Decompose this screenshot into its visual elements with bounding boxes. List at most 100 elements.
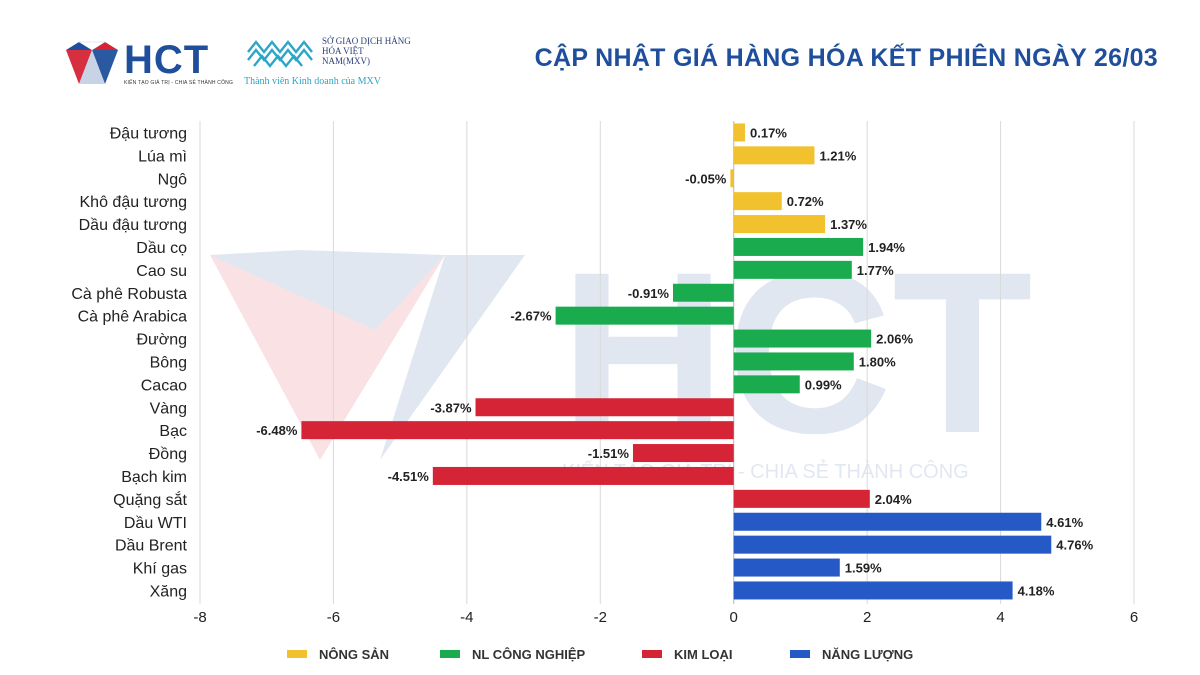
legend-item: KIM LOẠI bbox=[642, 644, 733, 664]
category-label: Quặng sắt bbox=[113, 490, 187, 509]
legend-label: NÔNG SẢN bbox=[319, 646, 390, 662]
value-label: 2.06% bbox=[876, 332, 913, 347]
category-label: Đồng bbox=[149, 446, 187, 463]
legend-label: KIM LOẠI bbox=[674, 646, 733, 662]
value-label: 2.04% bbox=[875, 492, 912, 507]
hct-logo-text: HCT bbox=[124, 38, 210, 82]
legend-swatch bbox=[440, 650, 460, 658]
bar-chart: HCT KIẾN TẠO GIÁ TRỊ - CHIA SẺ THÀNH CÔN… bbox=[71, 121, 1138, 626]
legend-swatch bbox=[287, 650, 307, 658]
page-title: CẬP NHẬT GIÁ HÀNG HÓA KẾT PHIÊN NGÀY 26/… bbox=[534, 44, 1158, 72]
category-label: Cà phê Robusta bbox=[71, 286, 187, 303]
value-label: 0.17% bbox=[750, 125, 787, 140]
legend-item: NL CÔNG NGHIỆP bbox=[440, 644, 585, 664]
category-label: Đường bbox=[136, 332, 187, 349]
x-tick-label: -2 bbox=[594, 609, 607, 626]
category-label: Dầu đậu tương bbox=[79, 217, 187, 234]
bar bbox=[733, 489, 870, 508]
bar bbox=[733, 260, 852, 279]
category-label: Khí gas bbox=[133, 561, 187, 578]
bar bbox=[730, 169, 734, 188]
category-label: Lúa mì bbox=[138, 148, 187, 165]
value-label: 0.72% bbox=[787, 194, 824, 209]
category-label: Ngô bbox=[158, 171, 187, 188]
category-label: Vàng bbox=[150, 400, 187, 417]
category-label: Dầu Brent bbox=[115, 538, 188, 555]
bar bbox=[733, 146, 815, 165]
legend-swatch bbox=[642, 650, 662, 658]
hct-logo-slogan: KIẾN TẠO GIÁ TRỊ - CHIA SẺ THÀNH CÔNG bbox=[124, 80, 234, 86]
category-label: Dầu cọ bbox=[136, 240, 187, 257]
value-label: -0.05% bbox=[685, 171, 727, 186]
bar bbox=[733, 329, 872, 348]
category-label: Cà phê Arabica bbox=[78, 309, 188, 326]
value-label: 1.21% bbox=[819, 148, 856, 163]
x-tick-label: -6 bbox=[327, 609, 340, 626]
value-label: -6.48% bbox=[256, 423, 298, 438]
x-axis-ticks: -8 -6 -4 -2 0 2 4 6 bbox=[193, 609, 1138, 626]
x-tick-label: -8 bbox=[193, 609, 206, 626]
watermark-diamond-top bbox=[210, 250, 445, 330]
bar bbox=[733, 237, 864, 256]
value-label: -3.87% bbox=[430, 400, 472, 415]
value-labels: 0.17% 1.21% -0.05% 0.72% 1.37%1.94% 1.77% -0.9… bbox=[256, 125, 1093, 598]
bar bbox=[555, 306, 734, 325]
bar bbox=[733, 558, 840, 577]
watermark-diamond-left bbox=[210, 255, 445, 460]
category-label: Đậu tương bbox=[110, 125, 187, 142]
category-label: Xăng bbox=[150, 583, 187, 600]
mxv-logo: SỞ GIAO DỊCH HÀNG HÓA VIỆT NAM(MXV) Thàn… bbox=[242, 34, 411, 90]
value-label: 4.76% bbox=[1056, 538, 1093, 553]
value-label: -0.91% bbox=[628, 286, 670, 301]
value-label: 4.18% bbox=[1018, 583, 1055, 598]
category-label: Bạch kim bbox=[121, 469, 187, 486]
watermark-diamond-right bbox=[380, 255, 525, 460]
x-tick-label: 0 bbox=[730, 609, 738, 626]
bar bbox=[632, 444, 734, 463]
x-tick-label: 4 bbox=[996, 609, 1004, 626]
value-label: 0.99% bbox=[805, 377, 842, 392]
value-label: 1.59% bbox=[845, 561, 882, 576]
bar bbox=[733, 123, 746, 142]
category-label: Cacao bbox=[141, 377, 187, 394]
x-tick-label: -4 bbox=[460, 609, 473, 626]
value-label: 1.37% bbox=[830, 217, 867, 232]
bar bbox=[733, 375, 800, 394]
x-tick-label: 6 bbox=[1130, 609, 1138, 626]
value-label: -2.67% bbox=[510, 309, 552, 324]
bar bbox=[673, 283, 734, 302]
bar bbox=[733, 581, 1013, 600]
x-tick-label: 2 bbox=[863, 609, 871, 626]
legend-item: NÔNG SẢN bbox=[287, 644, 389, 664]
value-label: 1.94% bbox=[868, 240, 905, 255]
bar bbox=[475, 398, 734, 417]
value-label: -4.51% bbox=[388, 469, 430, 484]
value-label: 1.77% bbox=[857, 263, 894, 278]
category-label: Cao su bbox=[136, 263, 187, 280]
legend-swatch bbox=[790, 650, 810, 658]
bar bbox=[733, 352, 854, 371]
legend-item: NĂNG LƯỢNG bbox=[790, 644, 913, 664]
bars bbox=[301, 123, 1052, 600]
hct-diamond-icon bbox=[66, 41, 118, 84]
legend-label: NL CÔNG NGHIỆP bbox=[472, 646, 586, 662]
bar bbox=[733, 535, 1052, 554]
bar bbox=[301, 421, 734, 440]
mxv-logo-member: Thành viên Kinh doanh của MXV bbox=[244, 76, 381, 87]
value-label: -1.51% bbox=[588, 446, 630, 461]
header: HCT KIẾN TẠO GIÁ TRỊ - CHIA SẺ THÀNH CÔN… bbox=[0, 0, 1200, 110]
legend-label: NĂNG LƯỢNG bbox=[822, 646, 914, 662]
bar bbox=[733, 512, 1042, 531]
bar bbox=[432, 466, 734, 485]
category-labels: Đậu tương Lúa mì Ngô Khô đậu tương Dầu đậu t… bbox=[71, 125, 187, 600]
hct-logo: HCT KIẾN TẠO GIÁ TRỊ - CHIA SẺ THÀNH CÔN… bbox=[64, 38, 233, 90]
legend: NÔNG SẢN NL CÔNG NGHIỆP KIM LOẠI NĂNG LƯỢNG bbox=[0, 644, 1200, 668]
category-label: Bông bbox=[150, 354, 187, 371]
value-label: 1.80% bbox=[859, 354, 896, 369]
category-label: Dầu WTI bbox=[124, 515, 187, 532]
category-label: Bạc bbox=[159, 423, 187, 440]
mxv-logo-name: SỞ GIAO DỊCH HÀNG HÓA VIỆT NAM(MXV) bbox=[322, 36, 411, 66]
value-label: 4.61% bbox=[1046, 515, 1083, 530]
bar bbox=[733, 215, 826, 234]
category-label: Khô đậu tương bbox=[80, 194, 188, 211]
